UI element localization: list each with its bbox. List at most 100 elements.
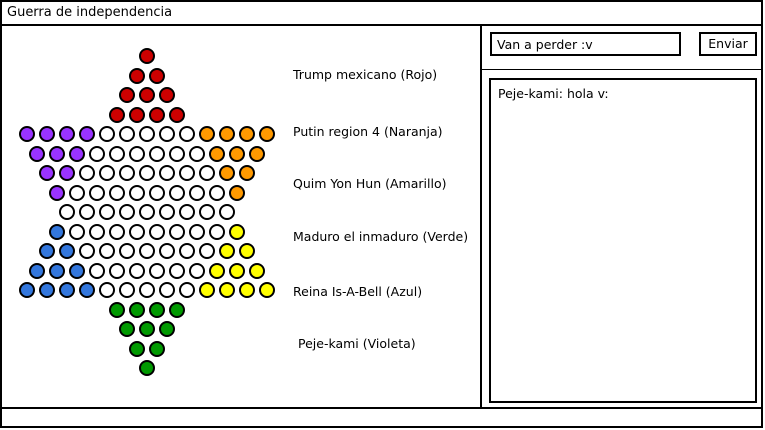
- blue-marble[interactable]: [19, 282, 35, 298]
- empty-hole[interactable]: [209, 223, 225, 240]
- green-marble[interactable]: [129, 301, 145, 318]
- send-button[interactable]: Enviar: [699, 32, 757, 56]
- yellow-marble[interactable]: [249, 262, 265, 279]
- empty-hole[interactable]: [179, 165, 195, 181]
- empty-hole[interactable]: [109, 184, 125, 201]
- empty-hole[interactable]: [159, 243, 175, 259]
- orange-marble[interactable]: [249, 145, 265, 162]
- blue-marble[interactable]: [59, 243, 75, 259]
- green-marble[interactable]: [129, 340, 145, 357]
- violet-marble[interactable]: [79, 126, 95, 142]
- empty-hole[interactable]: [69, 184, 85, 201]
- yellow-marble[interactable]: [239, 282, 255, 298]
- violet-marble[interactable]: [39, 165, 55, 181]
- empty-hole[interactable]: [139, 282, 155, 298]
- green-marble[interactable]: [109, 301, 125, 318]
- orange-marble[interactable]: [229, 184, 245, 201]
- empty-hole[interactable]: [159, 126, 175, 142]
- orange-marble[interactable]: [259, 126, 275, 142]
- green-marble[interactable]: [119, 321, 135, 337]
- empty-hole[interactable]: [159, 204, 175, 220]
- empty-hole[interactable]: [179, 126, 195, 142]
- orange-marble[interactable]: [219, 165, 235, 181]
- red-marble[interactable]: [169, 106, 185, 123]
- empty-hole[interactable]: [69, 223, 85, 240]
- red-marble[interactable]: [159, 87, 175, 103]
- empty-hole[interactable]: [129, 145, 145, 162]
- empty-hole[interactable]: [99, 165, 115, 181]
- empty-hole[interactable]: [109, 223, 125, 240]
- empty-hole[interactable]: [99, 204, 115, 220]
- blue-marble[interactable]: [49, 223, 65, 240]
- yellow-marble[interactable]: [259, 282, 275, 298]
- empty-hole[interactable]: [169, 223, 185, 240]
- empty-hole[interactable]: [149, 145, 165, 162]
- empty-hole[interactable]: [139, 165, 155, 181]
- empty-hole[interactable]: [119, 282, 135, 298]
- empty-hole[interactable]: [79, 204, 95, 220]
- empty-hole[interactable]: [119, 165, 135, 181]
- blue-marble[interactable]: [39, 243, 55, 259]
- empty-hole[interactable]: [89, 184, 105, 201]
- red-marble[interactable]: [149, 106, 165, 123]
- red-marble[interactable]: [139, 48, 155, 64]
- empty-hole[interactable]: [129, 262, 145, 279]
- empty-hole[interactable]: [109, 262, 125, 279]
- empty-hole[interactable]: [89, 223, 105, 240]
- green-marble[interactable]: [149, 340, 165, 357]
- empty-hole[interactable]: [59, 204, 75, 220]
- empty-hole[interactable]: [139, 243, 155, 259]
- empty-hole[interactable]: [169, 184, 185, 201]
- violet-marble[interactable]: [19, 126, 35, 142]
- empty-hole[interactable]: [179, 204, 195, 220]
- violet-marble[interactable]: [49, 184, 65, 201]
- blue-marble[interactable]: [79, 282, 95, 298]
- empty-hole[interactable]: [119, 243, 135, 259]
- yellow-marble[interactable]: [229, 223, 245, 240]
- orange-marble[interactable]: [229, 145, 245, 162]
- orange-marble[interactable]: [199, 126, 215, 142]
- empty-hole[interactable]: [189, 262, 205, 279]
- red-marble[interactable]: [129, 67, 145, 84]
- empty-hole[interactable]: [99, 243, 115, 259]
- orange-marble[interactable]: [239, 165, 255, 181]
- yellow-marble[interactable]: [209, 262, 225, 279]
- empty-hole[interactable]: [79, 243, 95, 259]
- empty-hole[interactable]: [189, 184, 205, 201]
- empty-hole[interactable]: [89, 262, 105, 279]
- green-marble[interactable]: [149, 301, 165, 318]
- empty-hole[interactable]: [179, 243, 195, 259]
- empty-hole[interactable]: [99, 126, 115, 142]
- empty-hole[interactable]: [169, 145, 185, 162]
- green-marble[interactable]: [169, 301, 185, 318]
- empty-hole[interactable]: [79, 165, 95, 181]
- empty-hole[interactable]: [149, 262, 165, 279]
- empty-hole[interactable]: [159, 282, 175, 298]
- yellow-marble[interactable]: [219, 282, 235, 298]
- empty-hole[interactable]: [149, 223, 165, 240]
- blue-marble[interactable]: [69, 262, 85, 279]
- empty-hole[interactable]: [99, 282, 115, 298]
- empty-hole[interactable]: [179, 282, 195, 298]
- empty-hole[interactable]: [199, 165, 215, 181]
- blue-marble[interactable]: [59, 282, 75, 298]
- empty-hole[interactable]: [89, 145, 105, 162]
- empty-hole[interactable]: [139, 126, 155, 142]
- empty-hole[interactable]: [199, 243, 215, 259]
- violet-marble[interactable]: [49, 145, 65, 162]
- empty-hole[interactable]: [169, 262, 185, 279]
- violet-marble[interactable]: [59, 126, 75, 142]
- red-marble[interactable]: [149, 67, 165, 84]
- green-marble[interactable]: [139, 321, 155, 337]
- empty-hole[interactable]: [189, 145, 205, 162]
- orange-marble[interactable]: [219, 126, 235, 142]
- orange-marble[interactable]: [239, 126, 255, 142]
- empty-hole[interactable]: [159, 165, 175, 181]
- red-marble[interactable]: [109, 106, 125, 123]
- red-marble[interactable]: [139, 87, 155, 103]
- chat-message-input[interactable]: Van a perder :v: [490, 32, 681, 56]
- violet-marble[interactable]: [59, 165, 75, 181]
- red-marble[interactable]: [119, 87, 135, 103]
- empty-hole[interactable]: [139, 204, 155, 220]
- yellow-marble[interactable]: [239, 243, 255, 259]
